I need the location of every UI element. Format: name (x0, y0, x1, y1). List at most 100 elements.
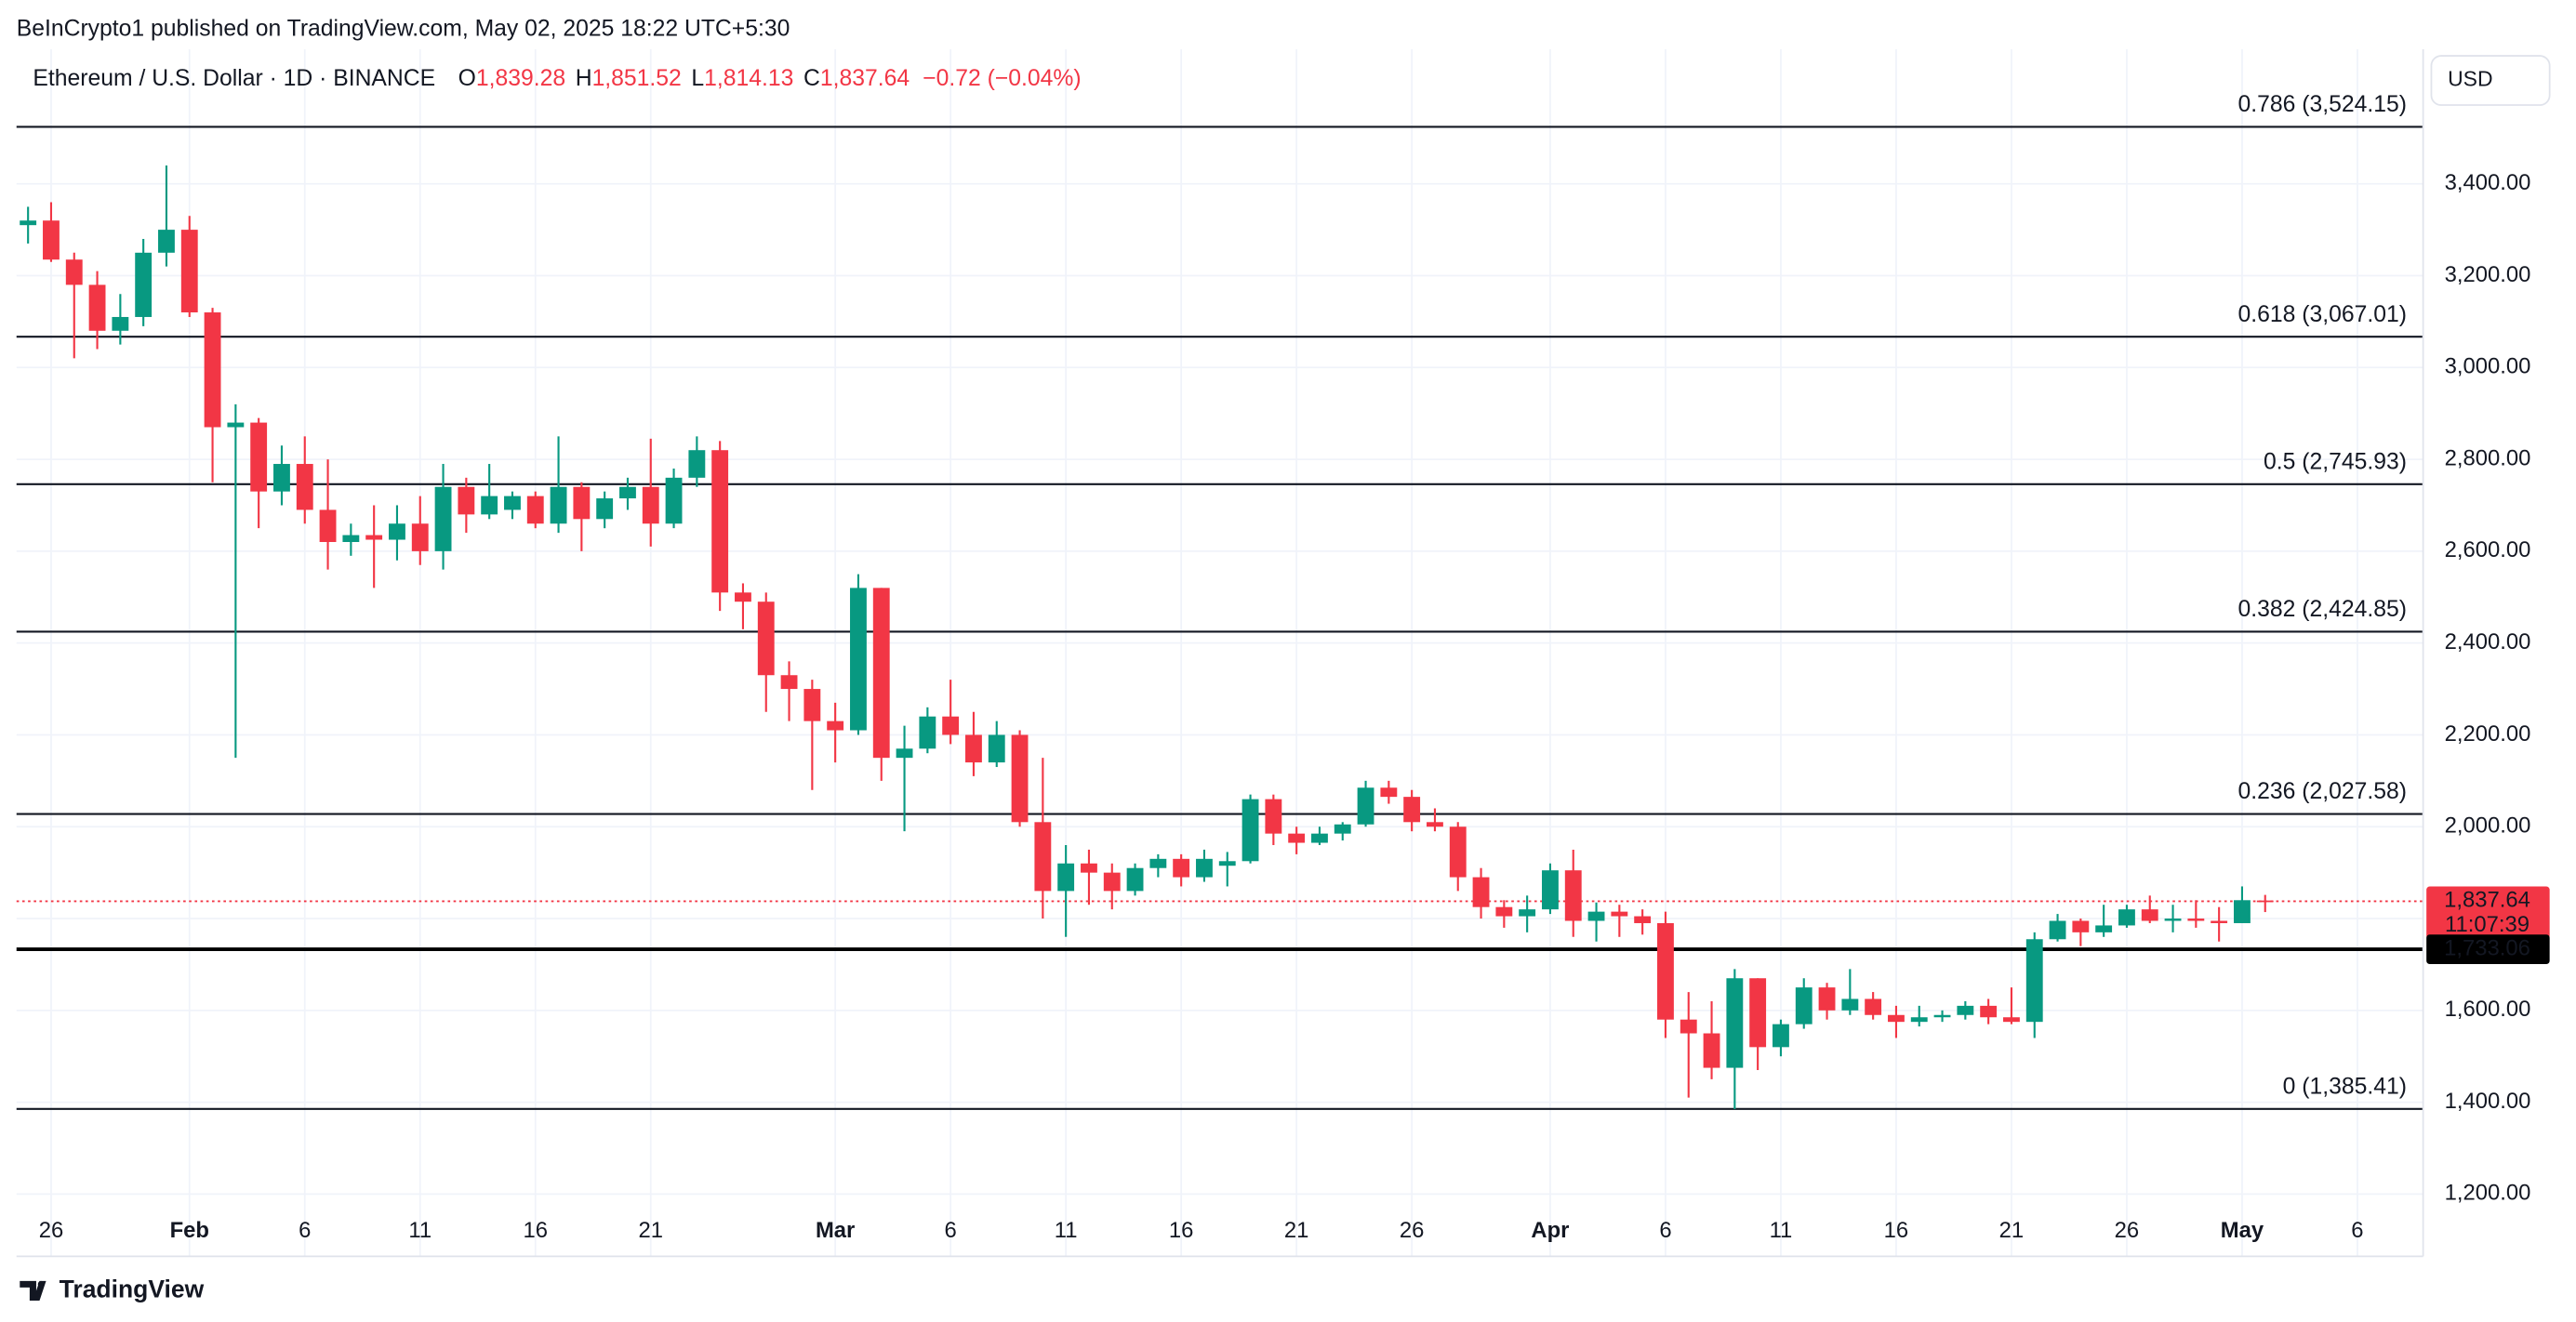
x-tick-label: 6 (1659, 1218, 1671, 1243)
x-tick-label: Feb (170, 1218, 209, 1243)
candle-body (158, 230, 175, 253)
candle-body (1472, 877, 1490, 907)
candle-body (1149, 858, 1167, 868)
candle-body (20, 220, 37, 226)
candle-body (1311, 833, 1328, 843)
y-tick-label: 1,600.00 (2445, 997, 2531, 1022)
candle-body (2049, 920, 2066, 940)
x-tick-label: 26 (2115, 1218, 2140, 1243)
candle-body (227, 422, 245, 428)
logo-text: TradingView (60, 1275, 205, 1302)
candle-body (1081, 863, 1097, 873)
candle-body (1841, 998, 1859, 1011)
support-label: 1,733.06 (2444, 935, 2530, 960)
ohlc-key: H (576, 65, 592, 90)
candle-body (1034, 822, 1052, 892)
x-tick-label: Mar (816, 1218, 855, 1243)
last-price-box (2426, 886, 2550, 940)
candle-body (1749, 978, 1767, 1048)
support-box (2426, 934, 2550, 964)
fib-level-label: 0 (1,385.41) (2283, 1074, 2407, 1099)
logo[interactable]: TradingView (20, 1275, 205, 1302)
candle-body (1403, 797, 1421, 823)
x-tick-label: 6 (945, 1218, 957, 1243)
fib-level-label: 0.382 (2,424.85) (2238, 597, 2407, 622)
candle-body (2187, 919, 2205, 921)
candle-body (1218, 861, 1236, 866)
candle-body (342, 535, 360, 542)
candle-body (1380, 787, 1398, 798)
logo-icon-dot (37, 1280, 45, 1288)
candle-body (1495, 906, 1513, 917)
candle-body (2025, 939, 2043, 1023)
candle-body (965, 734, 982, 763)
candle-body (1657, 922, 1674, 1020)
candle-body (988, 734, 1005, 763)
y-tick-label: 2,200.00 (2445, 721, 2531, 747)
candle-body (1910, 1017, 1928, 1023)
x-tick-label: 21 (638, 1218, 663, 1243)
ohlc-key: C (803, 65, 820, 90)
candle-body (65, 259, 83, 285)
candle-body (619, 486, 636, 499)
candle-body (688, 450, 706, 478)
y-tick-label: 3,400.00 (2445, 170, 2531, 195)
candle-body (1126, 867, 1144, 892)
candle-body (735, 592, 751, 602)
candle-body (250, 422, 268, 492)
x-tick-label: 11 (1770, 1218, 1793, 1243)
x-tick-label: 26 (1400, 1218, 1425, 1243)
candle-body (434, 486, 452, 551)
candle-body (642, 486, 659, 524)
ohlc-value: 1,839.28 (476, 65, 565, 90)
candle-body (711, 450, 729, 593)
candle-body (1519, 909, 1536, 917)
fib-level-label: 0.786 (3,524.15) (2238, 92, 2407, 117)
candle-body (481, 496, 498, 515)
ohlc-value: 1,837.64 (820, 65, 910, 90)
candle-body (1011, 734, 1029, 823)
candle-body (2211, 920, 2228, 923)
candle-body (389, 523, 405, 540)
y-tick-label: 2,000.00 (2445, 813, 2531, 839)
candle-body (1242, 799, 1259, 862)
fib-level-label: 0.236 (2,027.58) (2238, 779, 2407, 804)
currency-button[interactable] (2430, 55, 2551, 106)
y-tick-label: 1,200.00 (2445, 1181, 2531, 1206)
candle-body (365, 535, 383, 540)
candle-body (504, 496, 521, 510)
candle-body (319, 509, 337, 542)
candle-body (2072, 920, 2090, 932)
candle-body (896, 748, 913, 759)
candle-body (1427, 822, 1443, 827)
grid (16, 48, 2423, 1257)
candle-body (872, 588, 890, 759)
ohlc-value: 1,851.52 (592, 65, 682, 90)
candle-body (780, 675, 798, 690)
x-tick-label: 16 (523, 1218, 548, 1243)
published-line: BeInCrypto1 published on TradingView.com… (17, 16, 790, 41)
symbol: Ethereum / U.S. Dollar · 1D · BINANCE (33, 65, 435, 90)
candle-body (180, 230, 198, 313)
x-tick-label: 21 (1999, 1218, 2025, 1243)
candle-body (1888, 1014, 1905, 1023)
candle-body (1103, 872, 1121, 892)
candle-body (526, 496, 544, 524)
currency-label[interactable]: USD (2448, 67, 2492, 91)
candle-body (1795, 987, 1812, 1025)
candle-body (1542, 870, 1559, 910)
countdown-label: 11:07:39 (2445, 912, 2530, 937)
last-price-label: 1,837.64 (2444, 888, 2530, 913)
x-tick-label: 16 (1884, 1218, 1909, 1243)
candle-body (135, 252, 153, 317)
candle-body (1057, 863, 1075, 892)
change: −0.72 (−0.04%) (923, 65, 1081, 90)
candle-body (2095, 925, 2113, 932)
candle-body (1265, 799, 1282, 834)
candle-body (296, 464, 313, 510)
candle-body (1357, 787, 1374, 825)
candle-body (1957, 1005, 1974, 1015)
axes: 1,200.001,400.001,600.001,800.002,000.00… (16, 48, 2550, 1258)
